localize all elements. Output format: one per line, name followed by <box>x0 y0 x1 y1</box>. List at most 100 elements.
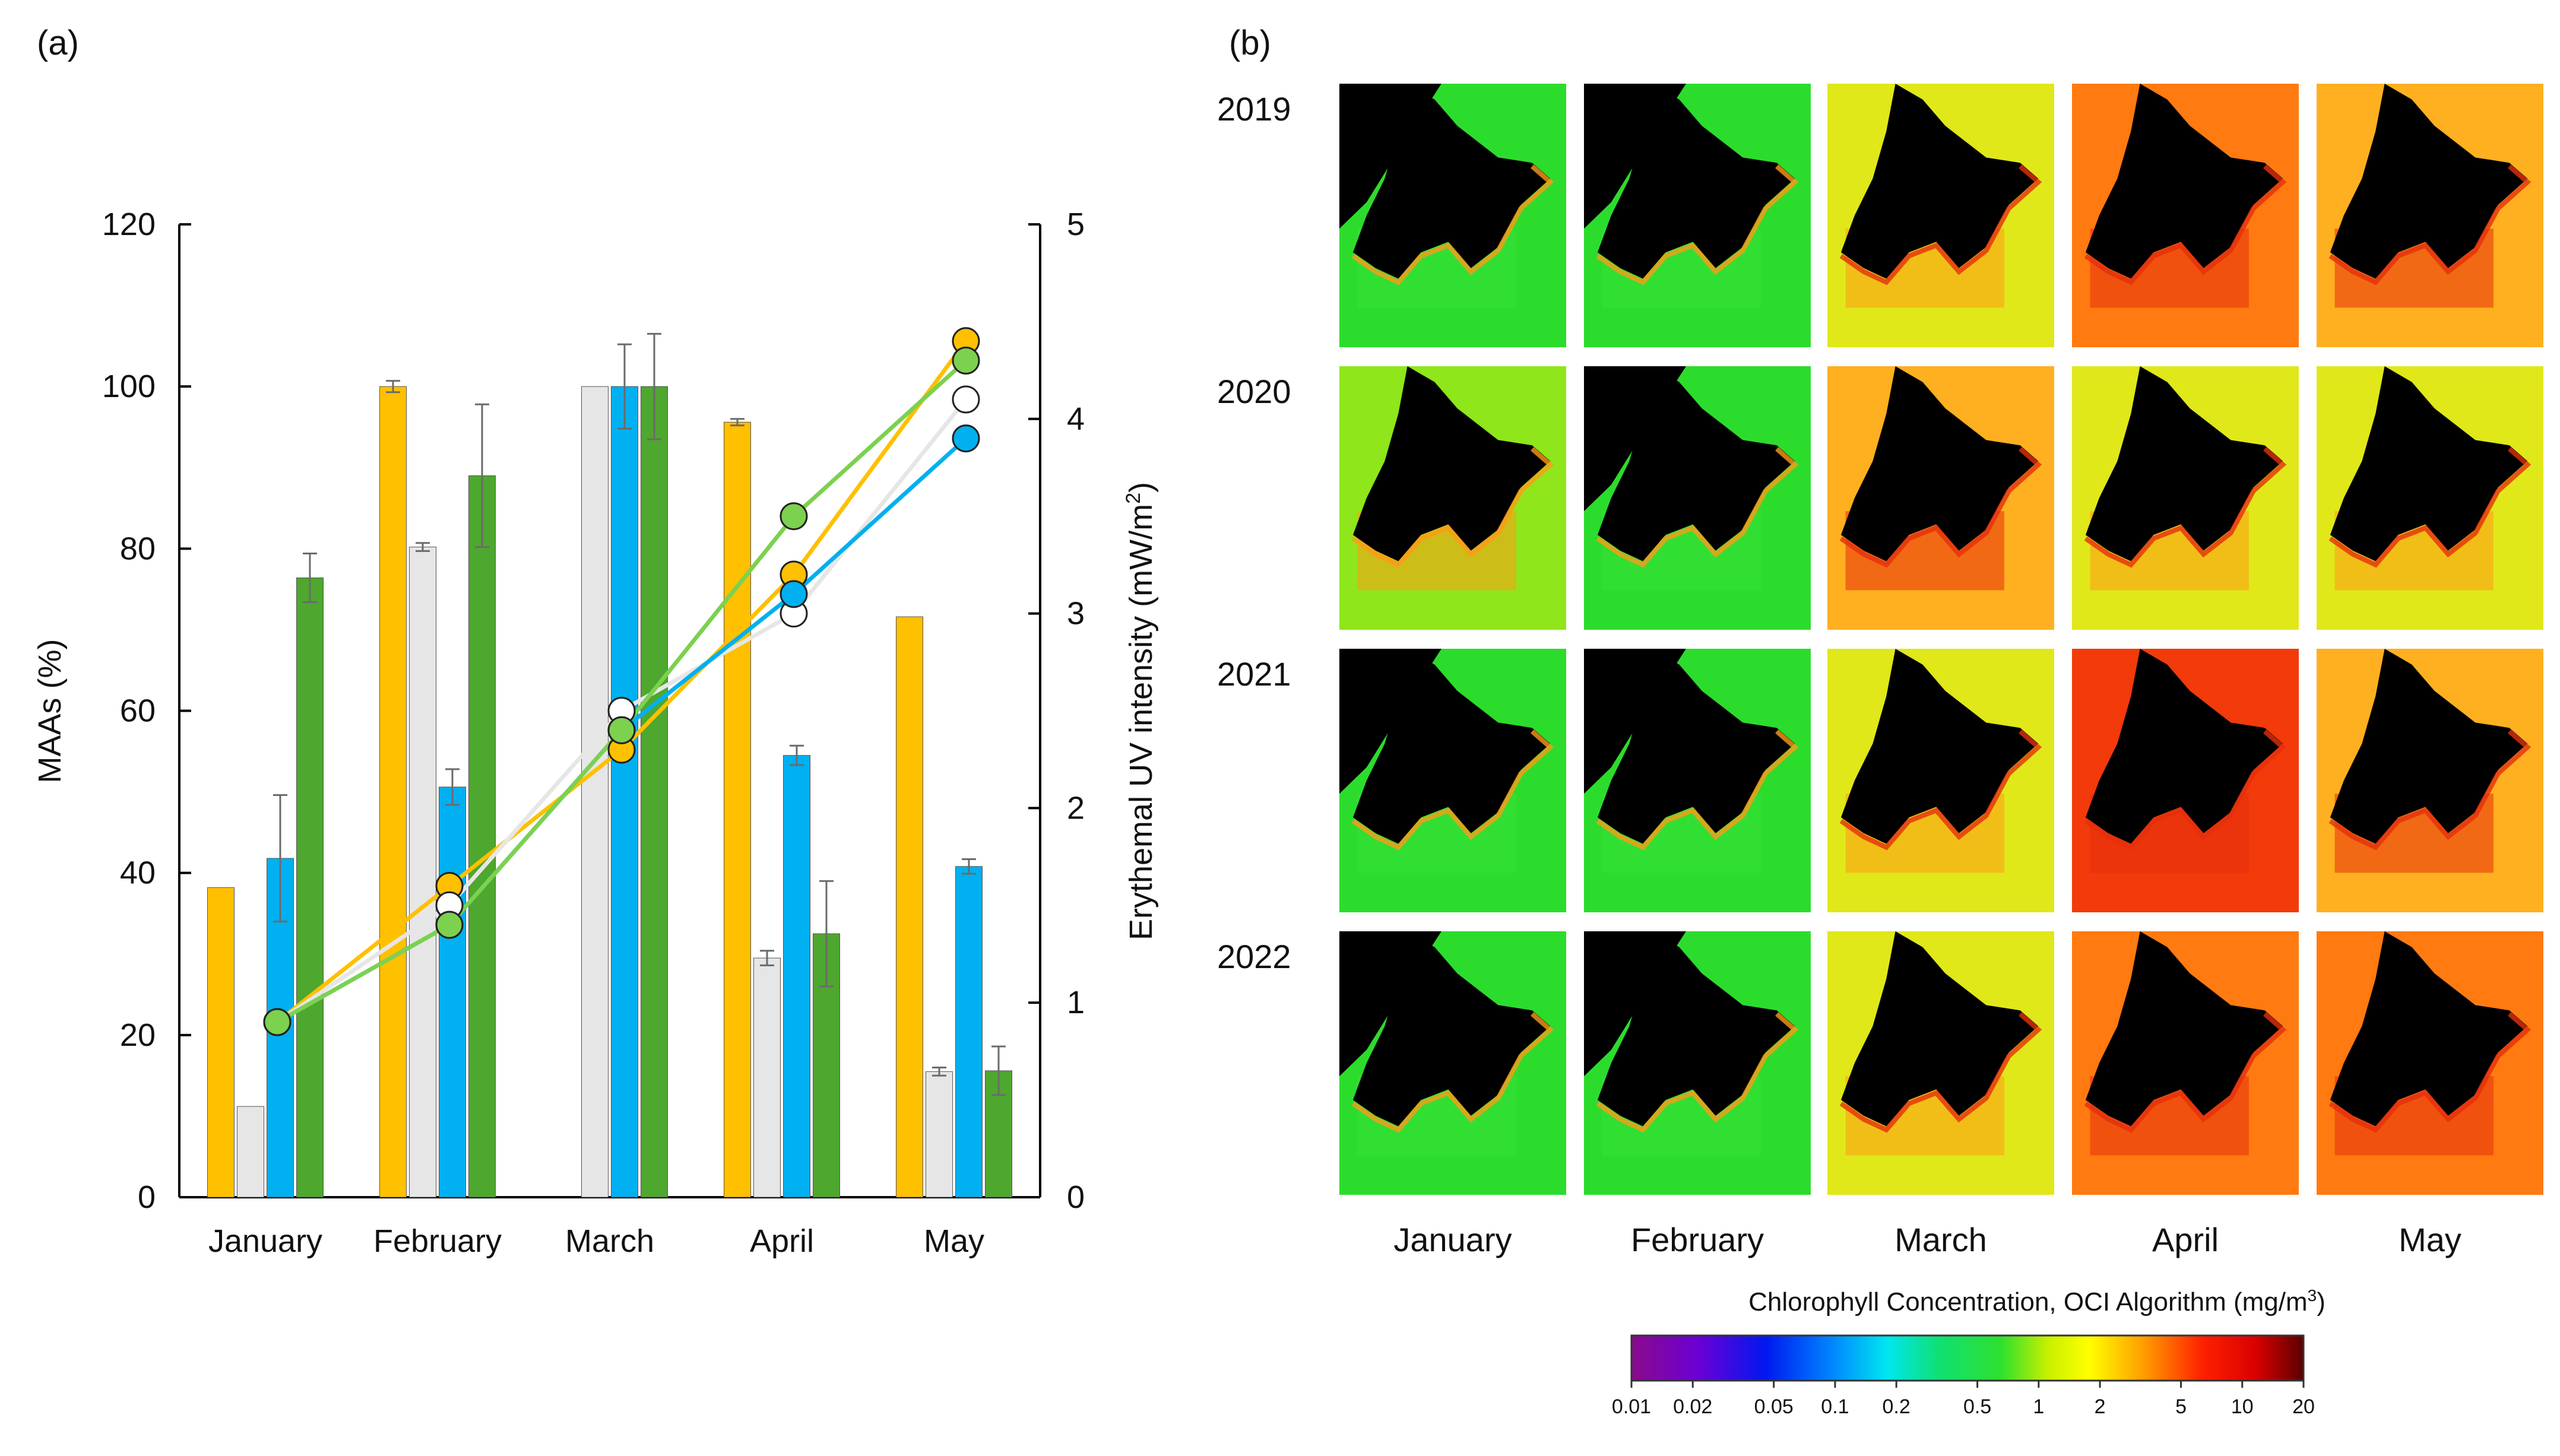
satellite-tile <box>2072 366 2299 630</box>
bar <box>207 887 235 1198</box>
coastline <box>1839 1012 2042 1133</box>
land-mass <box>1597 366 1795 562</box>
uv-point <box>780 502 808 531</box>
coastline <box>1351 447 1554 568</box>
x-tick-label: April <box>750 1223 814 1259</box>
month-label: March <box>1894 1221 1987 1258</box>
month-labels: January February March April May <box>1393 1221 2461 1258</box>
colorbar-ticks: 0.01 0.02 0.05 0.1 0.2 0.5 1 2 5 10 20 <box>1612 1381 2315 1418</box>
satellite-tile <box>1827 931 2054 1195</box>
coastline <box>2328 729 2532 851</box>
year-label: 2020 <box>1217 373 1291 410</box>
right-tick-label: 4 <box>1067 401 1085 437</box>
colorbar-tick-label: 2 <box>2095 1395 2106 1418</box>
satellite-tile <box>1339 649 1566 912</box>
satellite-tile <box>1827 366 2054 630</box>
x-tick-label: February <box>373 1223 502 1259</box>
land-mass <box>2085 649 2283 844</box>
panel-label-a: (a) <box>37 24 79 62</box>
coastline <box>1839 164 2042 286</box>
bar <box>409 547 436 1198</box>
land-mass <box>1597 649 1795 844</box>
colorbar-tick-label: 0.5 <box>1963 1395 1991 1418</box>
land-mass <box>2085 366 2283 562</box>
right-tick-label: 2 <box>1067 790 1085 826</box>
bar <box>724 421 751 1198</box>
coastline <box>1596 729 1799 851</box>
year-label: 2019 <box>1217 90 1291 128</box>
satellite-tile <box>1339 931 1566 1195</box>
left-tick-label: 40 <box>120 855 156 891</box>
bar <box>896 616 923 1198</box>
bar <box>468 475 496 1198</box>
coastline <box>2328 1012 2532 1133</box>
land-mass <box>1597 931 1795 1127</box>
uv-point <box>952 385 980 414</box>
satellite-tile <box>2072 84 2299 347</box>
bar <box>783 755 810 1198</box>
satellite-tiles <box>1339 84 2543 1195</box>
coastline <box>2328 164 2532 286</box>
colorbar-tick-label: 0.05 <box>1754 1395 1794 1418</box>
left-tick-label: 100 <box>102 369 156 404</box>
bar <box>581 386 609 1198</box>
coastline <box>1351 729 1554 851</box>
satellite-tile <box>2317 931 2543 1195</box>
land-mass <box>2330 84 2528 279</box>
bar <box>379 386 407 1198</box>
left-ticks: 0 20 40 60 80 100 120 <box>102 207 191 1215</box>
bar <box>926 1071 953 1198</box>
land-mass <box>1840 366 2039 562</box>
coastline <box>2084 1012 2287 1133</box>
land-mass <box>1352 931 1551 1127</box>
colorbar-tick-label: 0.1 <box>1821 1395 1849 1418</box>
satellite-tile <box>2317 366 2543 630</box>
coastline <box>1351 164 1554 286</box>
colorbar-tick-label: 1 <box>2033 1395 2044 1418</box>
satellite-tile <box>1339 84 1566 347</box>
month-label: April <box>2152 1221 2219 1258</box>
satellite-tile <box>2072 649 2299 912</box>
year-label: 2021 <box>1217 655 1291 693</box>
right-tick-label: 0 <box>1067 1179 1085 1215</box>
land-mass <box>2330 366 2528 562</box>
coastline <box>1839 447 2042 568</box>
x-tick-label: March <box>565 1223 654 1259</box>
bar <box>439 786 466 1198</box>
year-labels: 2019 2020 2021 2022 <box>1217 90 1291 975</box>
colorbar <box>1630 1334 2305 1382</box>
x-tick-label: January <box>208 1223 322 1259</box>
right-tick-label: 3 <box>1067 596 1085 632</box>
panel-a-chart: 0 20 40 60 80 100 120 0 1 2 3 4 5 January February Ma… <box>32 207 1159 1259</box>
uv-point <box>263 1008 292 1036</box>
left-tick-label: 20 <box>120 1017 156 1053</box>
month-label: May <box>2399 1221 2461 1258</box>
land-mass <box>1840 931 2039 1127</box>
colorbar-tick-label: 20 <box>2292 1395 2315 1418</box>
right-tick-label: 5 <box>1067 207 1085 242</box>
uv-point <box>780 580 808 608</box>
colorbar-tick-label: 0.02 <box>1673 1395 1712 1418</box>
uv-point <box>952 424 980 453</box>
satellite-tile <box>1339 366 1566 630</box>
land-mass <box>1352 649 1551 844</box>
satellite-tile <box>2072 931 2299 1195</box>
bar <box>237 1106 264 1198</box>
satellite-tile <box>1584 931 1811 1195</box>
satellite-tile <box>1584 84 1811 347</box>
left-tick-label: 80 <box>120 531 156 566</box>
coastline <box>1596 164 1799 286</box>
x-category-labels: January February March April May <box>208 1223 984 1259</box>
satellite-tile <box>1584 366 1811 630</box>
x-tick-label: May <box>924 1223 984 1259</box>
y-axis-left-label: MAAs (%) <box>32 639 68 783</box>
uv-point <box>607 716 636 744</box>
land-mass <box>1840 84 2039 279</box>
bar <box>296 578 324 1198</box>
coastline <box>2328 447 2532 568</box>
satellite-tile <box>1584 649 1811 912</box>
land-mass <box>2085 84 2283 279</box>
coastline <box>2084 447 2287 568</box>
